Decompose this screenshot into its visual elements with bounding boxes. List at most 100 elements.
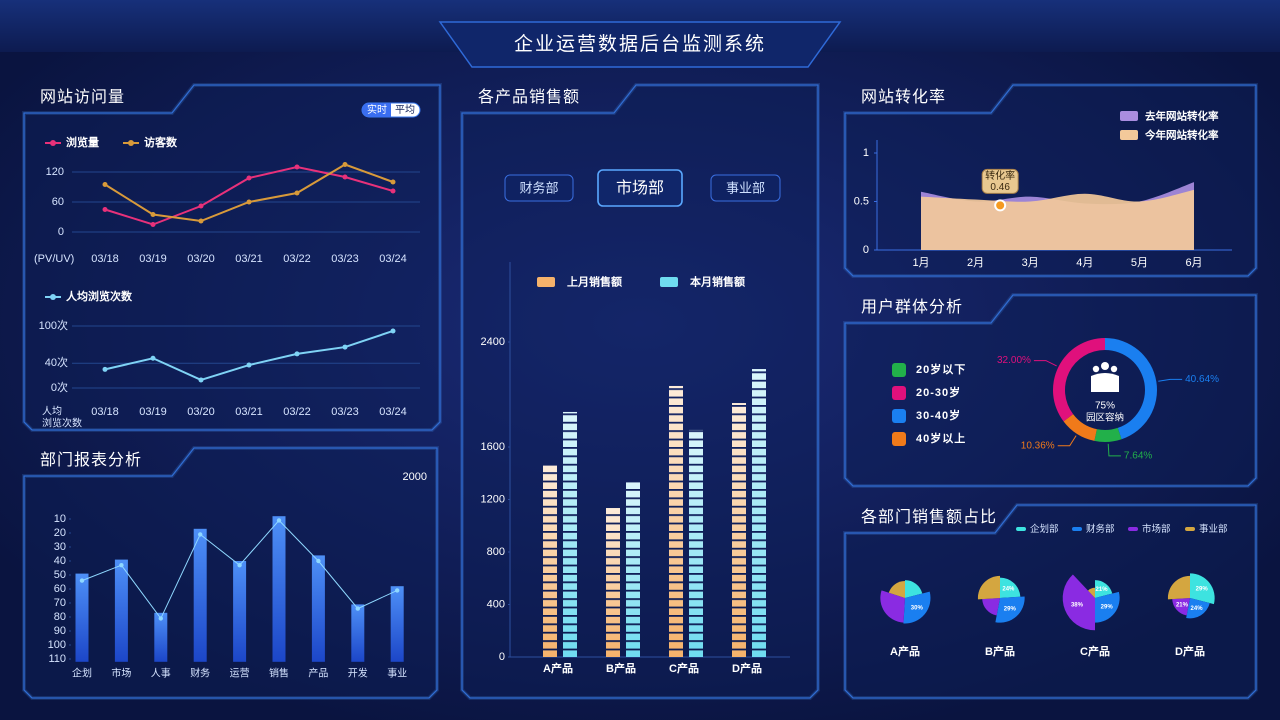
toggle-button[interactable]: 实时 xyxy=(367,103,387,116)
bar xyxy=(390,586,404,662)
pie-label: A产品 xyxy=(890,644,920,658)
y-tick-label: 1200 xyxy=(481,493,505,505)
tab-label[interactable]: 市场部 xyxy=(616,179,664,197)
bar xyxy=(311,555,325,662)
x-tick-label: 开发 xyxy=(348,667,368,680)
x-tick-label: 03/23 xyxy=(331,253,359,265)
icon-body xyxy=(1091,373,1119,392)
y-tick-label: 800 xyxy=(487,546,505,558)
pie-sector xyxy=(903,591,931,624)
legend-label: 人均浏览次数 xyxy=(66,289,133,303)
legend-label: 财务部 xyxy=(1086,523,1115,535)
legend-swatch xyxy=(892,386,906,400)
y-tick-label: 40次 xyxy=(45,355,68,369)
y-tick-label: 50 xyxy=(54,569,66,581)
tab-label[interactable]: 财务部 xyxy=(519,180,558,195)
legend-label: 事业部 xyxy=(1199,523,1228,535)
tooltip-title: 转化率 xyxy=(985,169,1015,182)
legend-dot xyxy=(50,294,56,300)
data-label: 32.00% xyxy=(997,355,1031,366)
y-tick-label: 2400 xyxy=(481,336,505,348)
data-point xyxy=(342,174,348,180)
y-tick-label: 20 xyxy=(54,527,66,539)
data-label: 10.36% xyxy=(1021,440,1055,451)
x-tick-label: B产品 xyxy=(606,661,636,675)
legend-label: 浏览量 xyxy=(66,135,99,149)
annotation: 2000 xyxy=(403,471,427,483)
trend-point xyxy=(119,563,124,568)
donut-segment xyxy=(1063,414,1097,441)
data-point xyxy=(294,351,300,357)
tooltip-value: 0.46 xyxy=(990,182,1010,193)
data-label: 24% xyxy=(1002,587,1015,593)
y-tick-label: 100 xyxy=(48,639,66,651)
y-tick-label: 110 xyxy=(48,653,66,665)
tab[interactable] xyxy=(710,174,781,202)
x-tick-label: 6月 xyxy=(1185,257,1202,269)
panel-frame-glow xyxy=(460,83,820,700)
x-tick-label: 03/20 xyxy=(187,253,215,265)
bar xyxy=(193,528,207,662)
panel-frame xyxy=(844,294,1257,487)
x-tick-label: 03/22 xyxy=(283,253,311,265)
x-tick-label: 人事 xyxy=(151,667,171,680)
trend-point xyxy=(237,563,242,568)
data-point xyxy=(198,203,204,209)
icon-head xyxy=(1110,365,1118,373)
x-tick-label: D产品 xyxy=(732,661,762,675)
legend-label: 上月销售额 xyxy=(567,274,622,288)
data-point xyxy=(246,199,252,205)
trend-point xyxy=(158,616,163,621)
legend-swatch xyxy=(1016,527,1026,531)
pie-sector xyxy=(880,590,905,623)
toggle-active xyxy=(362,103,391,117)
data-point xyxy=(342,162,348,167)
header-tab xyxy=(438,21,842,68)
legend-swatch xyxy=(1072,527,1082,531)
legend-label: 30-40岁 xyxy=(916,408,961,422)
x-axis-label: 人均 xyxy=(42,406,62,418)
panel-title: 网站访问量 xyxy=(40,88,125,106)
bar xyxy=(114,559,128,662)
y-tick-label: 400 xyxy=(487,598,505,610)
trend-point xyxy=(276,518,282,523)
x-tick-label: 5月 xyxy=(1131,257,1148,269)
data-point xyxy=(150,212,156,217)
pie-sector xyxy=(1062,574,1095,631)
legend-swatch xyxy=(1120,111,1138,121)
data-label: 29% xyxy=(1196,587,1209,593)
y-axis-label: (PV/UV) xyxy=(34,253,74,265)
tab-label[interactable]: 事业部 xyxy=(726,180,765,195)
icon-head xyxy=(1101,362,1109,370)
x-tick-label: A产品 xyxy=(543,661,573,675)
y-tick-label: 0 xyxy=(863,244,869,256)
legend-swatch xyxy=(892,363,906,377)
x-tick-label: 运营 xyxy=(230,667,250,680)
trend-point xyxy=(79,578,85,583)
pie-sector xyxy=(1088,587,1095,598)
pie-label: D产品 xyxy=(1175,644,1205,658)
bar xyxy=(154,612,168,662)
data-point xyxy=(390,179,396,185)
x-tick-label: 2月 xyxy=(967,257,984,269)
bar xyxy=(233,561,247,662)
y-tick-label: 30 xyxy=(54,541,66,553)
tab[interactable] xyxy=(504,174,574,202)
panel-frame-glow xyxy=(22,446,439,700)
y-tick-label: 0次 xyxy=(51,380,68,394)
x-tick-label: 03/22 xyxy=(283,406,311,418)
legend-label: 企划部 xyxy=(1030,523,1059,535)
legend-label: 本月销售额 xyxy=(690,274,745,288)
legend-dot xyxy=(128,140,134,146)
y-tick-label: 90 xyxy=(54,625,66,637)
y-tick-label: 80 xyxy=(54,611,66,623)
panel-title: 网站转化率 xyxy=(861,88,946,106)
bar xyxy=(689,429,703,657)
pie-label: C产品 xyxy=(1080,644,1110,658)
tab[interactable] xyxy=(597,169,683,207)
leader-line xyxy=(1057,435,1077,447)
toggle-button[interactable]: 平均 xyxy=(395,104,415,116)
data-point xyxy=(246,362,252,368)
